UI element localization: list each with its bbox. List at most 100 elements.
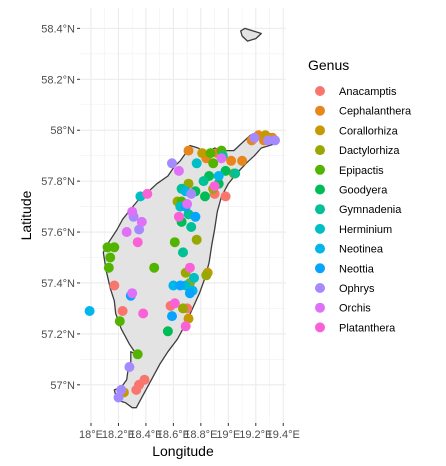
y-tick-label: 58°N xyxy=(50,125,75,137)
x-axis-title: Longitude xyxy=(152,443,214,459)
observation-point xyxy=(173,211,184,222)
x-tick-label: 19.2°E xyxy=(239,429,272,441)
x-tick-label: 19°E xyxy=(216,429,240,441)
legend-key xyxy=(315,86,325,96)
observation-point xyxy=(138,308,149,319)
legend-key xyxy=(315,204,325,215)
x-axis-ticks: 18°E18.2°E18.4°E18.6°E18.8°E19°E19.2°E19… xyxy=(79,423,300,441)
observation-point xyxy=(116,384,127,395)
observation-point xyxy=(105,252,116,263)
observation-point xyxy=(109,242,120,253)
observation-point xyxy=(209,181,220,192)
legend-key xyxy=(315,243,325,254)
observation-point xyxy=(169,298,180,309)
legend-label: Cephalanthera xyxy=(339,106,412,118)
legend-key xyxy=(315,125,325,136)
y-tick-label: 57.6°N xyxy=(41,227,75,239)
observation-point xyxy=(213,171,224,181)
y-tick-label: 57.4°N xyxy=(41,278,75,290)
y-tick-label: 57.8°N xyxy=(41,176,75,188)
observation-point xyxy=(178,303,188,314)
legend-key xyxy=(315,105,325,116)
observation-point xyxy=(142,188,153,199)
y-tick-label: 58.2°N xyxy=(41,74,75,86)
legend-label: Epipactis xyxy=(339,165,384,177)
observation-point xyxy=(183,313,194,324)
legend-key xyxy=(315,263,325,274)
observation-point xyxy=(103,262,114,273)
observation-point xyxy=(178,247,188,258)
observation-point xyxy=(84,306,95,316)
legend-label: Platanthera xyxy=(339,322,396,334)
legend-label: Ophrys xyxy=(339,283,375,295)
observation-point xyxy=(162,326,173,337)
legend-label: Anacamptis xyxy=(339,86,397,98)
observation-point xyxy=(263,135,274,146)
legend-key xyxy=(315,223,325,234)
observation-point xyxy=(200,191,210,202)
observation-point xyxy=(124,362,135,372)
x-tick-label: 18°E xyxy=(79,429,103,441)
y-tick-label: 57°N xyxy=(50,380,75,392)
observation-point xyxy=(186,222,197,232)
observation-point xyxy=(189,272,199,283)
observation-point xyxy=(132,349,143,360)
legend-title: Genus xyxy=(308,57,349,73)
legend-label: Neotinea xyxy=(339,244,384,256)
y-tick-label: 58.4°N xyxy=(41,23,75,35)
observation-point xyxy=(183,178,194,189)
y-axis-title: Latitude xyxy=(18,190,34,240)
observation-point xyxy=(121,227,132,237)
observation-point xyxy=(134,224,145,235)
x-tick-label: 18.6°E xyxy=(157,429,190,441)
legend-key xyxy=(315,164,325,175)
observation-point xyxy=(191,158,202,169)
observation-point xyxy=(220,165,231,176)
observation-point xyxy=(139,374,150,385)
observation-point xyxy=(184,288,195,299)
legend-label: Goodyera xyxy=(339,185,388,197)
observation-point xyxy=(117,306,128,316)
observation-point xyxy=(270,135,280,146)
legend-label: Herminium xyxy=(339,224,392,236)
observation-point xyxy=(127,206,138,217)
observation-point xyxy=(184,262,195,273)
observation-point xyxy=(149,262,160,273)
legend-key xyxy=(315,283,325,293)
observation-point xyxy=(169,237,180,248)
observation-point xyxy=(198,176,209,187)
legend-key xyxy=(315,184,325,195)
observation-point xyxy=(197,148,208,159)
legend-label: Orchis xyxy=(339,303,371,315)
observation-point xyxy=(190,211,201,222)
observation-point xyxy=(114,316,125,327)
observation-point xyxy=(249,132,260,143)
y-axis-ticks: 57°N 57.2°N 57.4°N 57.6°N 57.8°N 58°N 58.2°N 58… xyxy=(41,23,80,392)
observation-point xyxy=(167,311,177,322)
observation-point xyxy=(180,321,191,332)
x-tick-label: 19.4°E xyxy=(267,429,300,441)
observation-point xyxy=(136,216,147,227)
legend-key xyxy=(315,322,325,333)
observation-point xyxy=(216,153,227,164)
observation-point xyxy=(167,158,177,169)
observation-point xyxy=(205,148,216,159)
legend-label: Dactylorhiza xyxy=(339,145,400,157)
observation-point xyxy=(226,155,237,166)
observation-point xyxy=(183,145,194,156)
observation-point xyxy=(220,191,231,202)
observation-point xyxy=(168,280,179,291)
observation-point xyxy=(237,155,248,166)
faro-island xyxy=(240,27,262,42)
observation-point xyxy=(175,280,186,291)
legend-label: Corallorhiza xyxy=(339,125,399,137)
points-layer xyxy=(84,130,280,403)
legend-key xyxy=(315,145,325,156)
x-tick-label: 18.2°E xyxy=(102,429,135,441)
observation-point xyxy=(109,280,120,291)
observation-point xyxy=(201,270,212,281)
x-tick-label: 18.4°E xyxy=(129,429,162,441)
legend-key xyxy=(315,302,325,313)
y-tick-label: 57.2°N xyxy=(41,329,75,341)
